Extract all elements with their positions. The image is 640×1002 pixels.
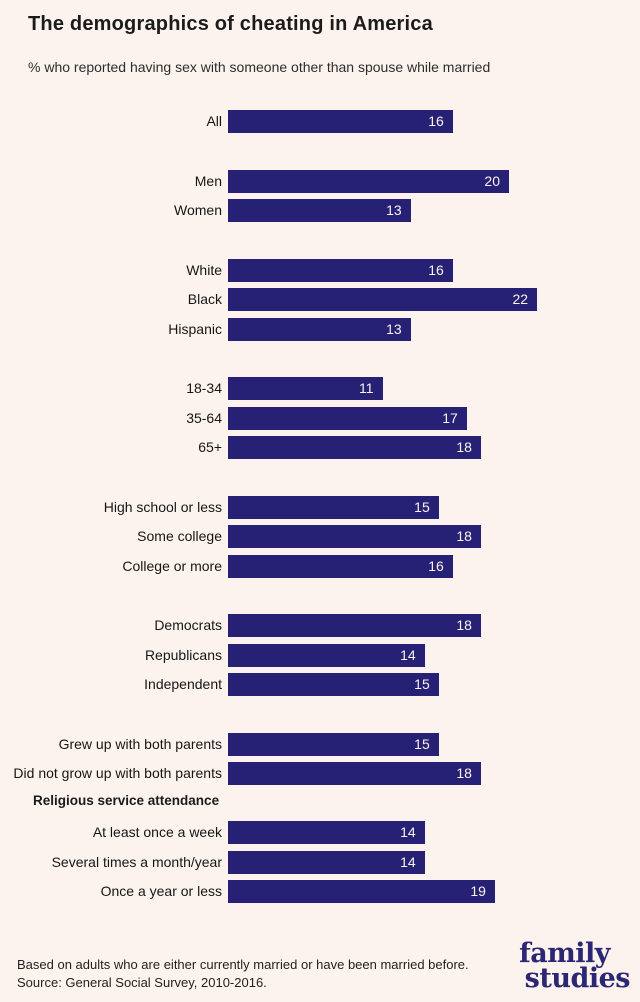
- chart-row: College or more 16: [0, 554, 640, 578]
- chart-row: Independent 15: [0, 673, 640, 696]
- chart-row: Grew up with both parents 15: [0, 732, 640, 756]
- bar: 20: [228, 169, 509, 193]
- row-label: Several times a month/year: [51, 853, 222, 870]
- row-label: Grew up with both parents: [58, 735, 222, 752]
- bar-value: 18: [456, 439, 472, 455]
- row-label: All: [206, 113, 222, 129]
- bar-value: 18: [456, 528, 472, 544]
- bar: 15: [228, 673, 439, 696]
- bar: 13: [228, 317, 411, 341]
- row-label: Independent: [144, 676, 222, 692]
- chart-row: Did not grow up with both parents 18: [0, 762, 640, 785]
- bar-value: 14: [400, 853, 416, 870]
- chart-group: 18-34 11 35-64 17 65+ 18: [0, 377, 640, 459]
- chart-row: 65+ 18: [0, 436, 640, 459]
- row-label: Republicans: [144, 646, 222, 663]
- chart-row: Women 13: [0, 199, 640, 222]
- chart-group: White 16 Black 22 Hispanic 13: [0, 258, 640, 341]
- row-label: Women: [174, 202, 222, 218]
- bar-value: 14: [400, 824, 416, 840]
- bar-chart: All 16 Men 20 Women 13 White 16 Black 22 Hispanic 1…: [0, 110, 640, 940]
- bar-value: 16: [428, 557, 444, 574]
- chart-row: Some college 18: [0, 525, 640, 548]
- chart-row: Black 22: [0, 288, 640, 311]
- bar-value: 18: [456, 765, 472, 781]
- chart-group: Grew up with both parents 15 Did not grow …: [0, 732, 640, 785]
- bar-value: 15: [414, 676, 430, 692]
- row-label: Once a year or less: [100, 883, 222, 899]
- bar: 14: [228, 821, 425, 844]
- chart-row: Several times a month/year 14: [0, 850, 640, 874]
- bar-value: 16: [428, 261, 444, 278]
- row-label: At least once a week: [92, 824, 222, 840]
- chart-row: Republicans 14: [0, 643, 640, 667]
- footer-source-line: Source: General Social Survey, 2010-2016…: [17, 975, 267, 990]
- row-label: Did not grow up with both parents: [13, 765, 222, 781]
- section-heading: Religious service attendance: [33, 793, 220, 808]
- bar-value: 20: [484, 172, 500, 189]
- chart-row: All 16: [0, 110, 640, 133]
- chart-row: Once a year or less 19: [0, 880, 640, 903]
- bar-value: 18: [456, 617, 472, 633]
- bar: 16: [228, 110, 453, 133]
- row-label: Democrats: [154, 617, 222, 633]
- bar: 16: [228, 258, 453, 282]
- chart-row: Men 20: [0, 169, 640, 193]
- bar: 16: [228, 554, 453, 578]
- bar: 19: [228, 880, 495, 903]
- chart-row: White 16: [0, 258, 640, 282]
- chart-row: Hispanic 13: [0, 317, 640, 341]
- bar: 22: [228, 288, 538, 311]
- chart-row: Democrats 18: [0, 614, 640, 637]
- bar-value: 13: [386, 202, 402, 218]
- bar-value: 19: [470, 883, 486, 899]
- row-label: Men: [194, 172, 222, 189]
- chart-group: High school or less 15 Some college 18 Colle…: [0, 495, 640, 578]
- bar: 15: [228, 732, 439, 756]
- family-studies-logo: family studies: [519, 938, 631, 994]
- chart-row: At least once a week 14: [0, 821, 640, 844]
- logo-line2: studies: [524, 963, 631, 994]
- bar: 18: [228, 436, 481, 459]
- row-label: 35-64: [186, 409, 222, 426]
- bar: 17: [228, 406, 467, 430]
- chart-group: Men 20 Women 13: [0, 169, 640, 222]
- footer-note: Based on adults who are either currently…: [17, 956, 469, 992]
- footer-note-line: Based on adults who are either currently…: [17, 957, 469, 972]
- chart-group: Democrats 18 Republicans 14 Independent 15: [0, 614, 640, 696]
- bar-value: 15: [414, 735, 430, 752]
- logo-line1: family: [519, 938, 610, 969]
- row-label: White: [186, 261, 222, 278]
- chart-row: 18-34 11: [0, 377, 640, 400]
- bar-value: 14: [400, 646, 416, 663]
- bar-value: 22: [512, 291, 529, 307]
- chart-row: High school or less 15: [0, 495, 640, 519]
- bar: 18: [228, 525, 481, 548]
- row-label: 18-34: [186, 380, 222, 396]
- bar: 14: [228, 850, 425, 874]
- row-label: Some college: [137, 528, 222, 544]
- bar-value: 16: [428, 113, 444, 129]
- row-label: Black: [187, 291, 222, 307]
- chart-group: At least once a week 14 Several times a mo…: [0, 821, 640, 903]
- chart-subtitle: % who reported having sex with someone o…: [28, 59, 491, 75]
- bar: 18: [228, 614, 481, 637]
- bar: 14: [228, 643, 425, 667]
- row-label: 65+: [198, 439, 222, 455]
- chart-title: The demographics of cheating in America: [28, 13, 433, 35]
- bar-value: 17: [442, 409, 458, 426]
- chart-row: 35-64 17: [0, 406, 640, 430]
- bar: 11: [228, 377, 383, 400]
- row-label: College or more: [122, 557, 222, 574]
- bar-value: 13: [386, 320, 402, 337]
- bar-value: 11: [359, 380, 374, 396]
- chart-group: All 16: [0, 110, 640, 133]
- bar: 13: [228, 199, 411, 222]
- bar-value: 15: [414, 498, 430, 515]
- row-label: Hispanic: [168, 320, 222, 337]
- bar: 15: [228, 495, 439, 519]
- row-label: High school or less: [103, 498, 222, 515]
- bar: 18: [228, 762, 481, 785]
